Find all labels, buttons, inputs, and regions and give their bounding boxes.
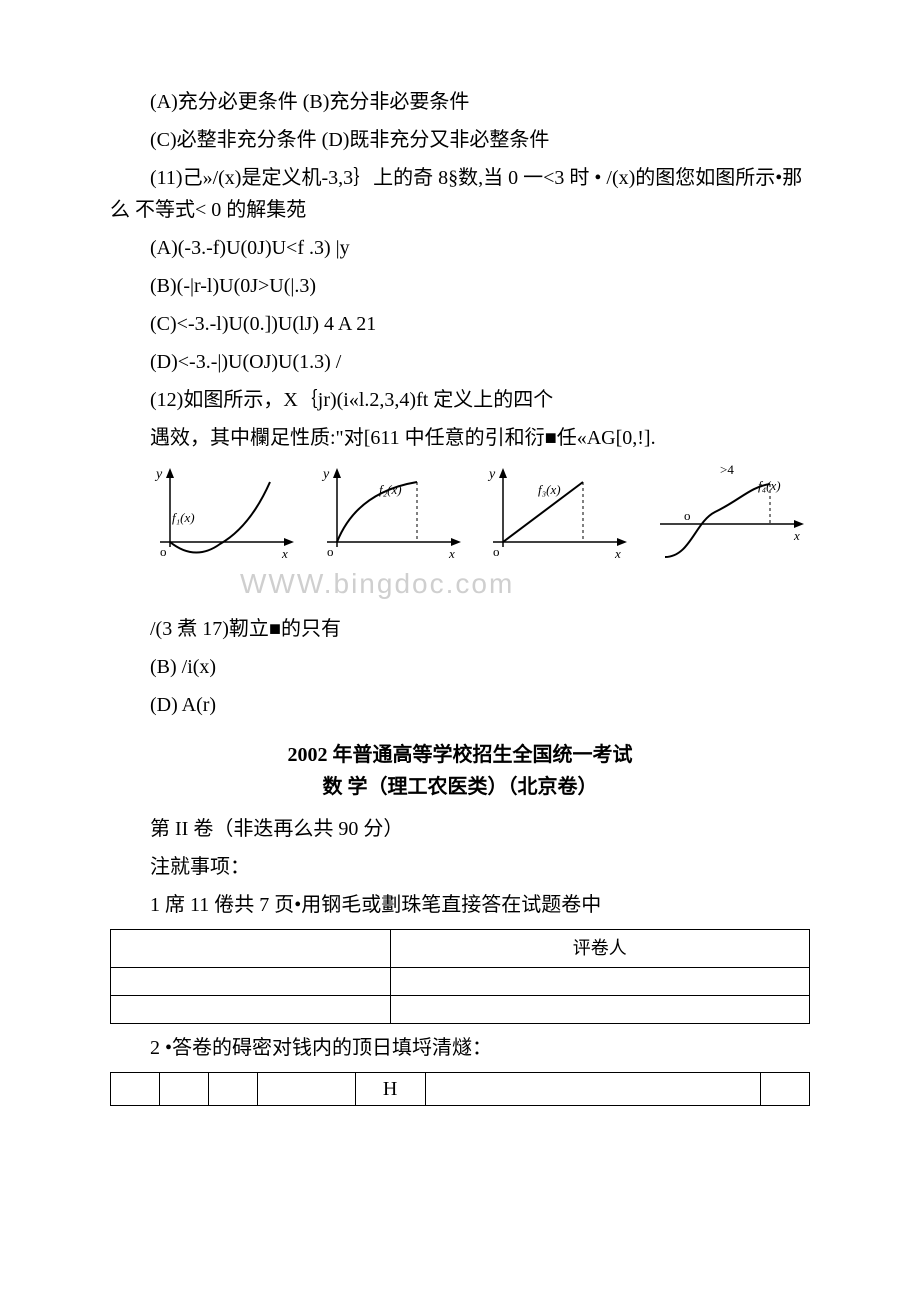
table-row: H — [111, 1072, 810, 1105]
chart-f2: y f₂(x) o x — [317, 462, 467, 572]
grader-table: 评卷人 — [110, 929, 810, 1024]
q12-stem-1: (12)如图所示，X｛jr)(i«l.2,3,4)ft 定义上的四个 — [110, 384, 810, 416]
chart-flabel: f₁(x) — [172, 510, 195, 525]
q12-option-d: (D) A(r) — [110, 689, 810, 721]
table-cell-empty — [111, 995, 391, 1023]
q11-stem: (11)己»/(x)是定义机-3,3｝上的奇 8§数,当 0 一<3 时 • /… — [110, 162, 810, 226]
chart-origin: o — [160, 544, 167, 559]
chart-flabel: f₃(x) — [538, 482, 561, 497]
table-row — [111, 995, 810, 1023]
section2-sub: 第 II 卷（非迭再么共 90 分） — [110, 813, 810, 845]
table-cell-h: H — [355, 1072, 425, 1105]
table-cell-empty — [761, 1072, 810, 1105]
chart-origin: o — [327, 544, 334, 559]
chart-ylabel: y — [154, 467, 163, 482]
table-row: 评卷人 — [111, 929, 810, 967]
q11-option-a: (A)(-3.-f)U(0J)U<f .3) |y — [110, 232, 810, 264]
table-cell-empty — [390, 995, 809, 1023]
q10-option-cd: (C)必整非充分条件 (D)既非充分又非必整条件 — [110, 124, 810, 156]
charts-row: y f₁(x) o x y f₂(x) o x y f₃(x) o x — [150, 462, 810, 572]
table-cell-empty — [159, 1072, 208, 1105]
table-cell-header: 评卷人 — [390, 929, 809, 967]
table-cell-empty — [257, 1072, 355, 1105]
section2-title: 2002 年普通高等学校招生全国统一考试 数 学（理工农医类）（北京卷） — [110, 739, 810, 803]
section2-item2: 2 •答卷的碍密对钱内的顶日填埒清燧： — [110, 1032, 810, 1064]
chart-f3: y f₃(x) o x — [483, 462, 633, 572]
chart-xlabel: x — [614, 546, 621, 561]
table-cell-empty — [425, 1072, 761, 1105]
chart-origin: o — [684, 508, 691, 523]
chart-ylabel: y — [321, 467, 330, 482]
q11-option-c: (C)<-3.-l)U(0.])U(lJ) 4 A 21 — [110, 308, 810, 340]
section2-note: 注就事项： — [110, 851, 810, 883]
footer-table: H — [110, 1072, 810, 1106]
table-row — [111, 967, 810, 995]
q12-stem-2: 遇效，其中欄足性质:"对[611 中任意的引和衍■任«AG[0,!]. — [110, 422, 810, 454]
table-cell-empty — [208, 1072, 257, 1105]
q11-option-b: (B)(-|r-l)U(0J>U(|.3) — [110, 270, 810, 302]
section2-item1: 1 席 11 倦共 7 页•用钢毛或劃珠笔直接答在试题卷中 — [110, 889, 810, 921]
table-cell-empty — [111, 1072, 160, 1105]
title-line-2: 数 学（理工农医类）（北京卷） — [110, 771, 810, 803]
chart-f1: y f₁(x) o x — [150, 462, 300, 572]
chart-xlabel: x — [793, 528, 800, 543]
q12-after: /(3 煮 17)靭立■的只有 — [150, 613, 810, 645]
chart-xlabel: x — [448, 546, 455, 561]
chart-ylabel: y — [487, 467, 496, 482]
title-line-1: 2002 年普通高等学校招生全国统一考试 — [110, 739, 810, 771]
chart-ylabel: >4 — [720, 462, 734, 477]
chart-origin: o — [493, 544, 500, 559]
chart-xlabel: x — [281, 546, 288, 561]
table-cell-empty — [111, 929, 391, 967]
q10-option-ab: (A)充分必更条件 (B)充分非必要条件 — [110, 86, 810, 118]
table-cell-empty — [111, 967, 391, 995]
q12-option-b: (B) /i(x) — [110, 651, 810, 683]
q11-option-d: (D)<-3.-|)U(OJ)U(1.3) / — [110, 346, 810, 378]
table-cell-empty — [390, 967, 809, 995]
chart-f4: >4 f₄(x) o x — [650, 462, 810, 572]
